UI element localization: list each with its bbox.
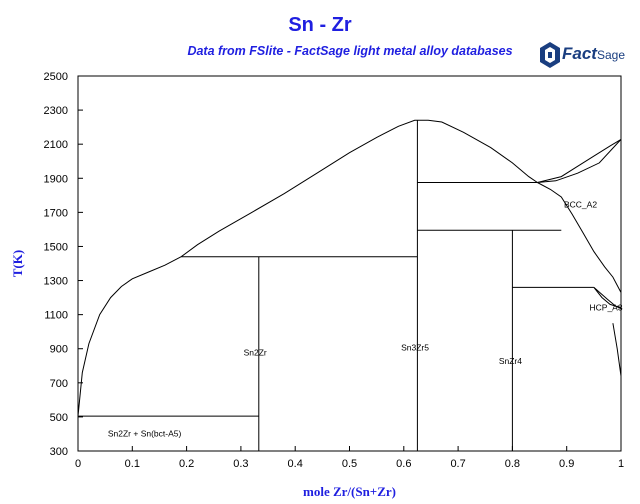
y-tick-label: 2500 [44,71,68,83]
chart-subtitle: Data from FSlite - FactSage light metal … [187,44,513,58]
phase-region-label: BCC_A2 [564,199,597,209]
y-tick-label: 1500 [44,241,68,253]
phase-region-label: Sn2Zr + Sn(bct-A5) [108,429,182,439]
x-tick-label: 0.6 [396,458,411,470]
y-tick-label: 700 [50,378,68,390]
phase-region-label: HCP_A3 [590,302,623,312]
x-tick-label: 0.5 [342,458,357,470]
phase-region-label: Sn2Zr [244,348,267,358]
factsage-emblem-icon [540,42,560,68]
x-tick-label: 0.3 [233,458,248,470]
phase-boundary-line [180,119,538,258]
plot-frame [77,75,622,452]
y-tick-label: 500 [50,412,68,424]
phase-boundary-line [537,138,622,183]
factsage-logo: FactSage [536,38,632,74]
x-axis-title: mole Zr/(Sn+Zr) [303,484,396,499]
x-tick-label: 0.4 [288,458,303,470]
y-tick-label: 2300 [44,105,68,117]
phase-boundary-line [612,323,622,377]
y-tick-label: 2100 [44,139,68,151]
phase-boundary-line [616,305,622,309]
phase-region-label: Sn3Zr5 [401,342,429,352]
x-tick-label: 1 [618,458,624,470]
x-tick-label: 0.1 [125,458,140,470]
y-tick-label: 900 [50,344,68,356]
y-tick-label: 1900 [44,173,68,185]
x-tick-label: 0.9 [559,458,574,470]
phase-boundary-line [593,287,622,310]
phase-boundary-line [537,139,622,183]
factsage-logo-wordmark: FactSage [562,44,625,63]
phase-boundary-line [537,182,622,293]
x-tick-label: 0.2 [179,458,194,470]
chart-title: Sn - Zr [288,14,352,36]
phase-boundary-line [77,256,182,417]
y-tick-label: 1700 [44,207,68,219]
x-tick-label: 0.8 [505,458,520,470]
y-tick-label: 300 [50,446,68,458]
y-axis-title: T(K) [10,250,25,277]
y-tick-label: 1300 [44,276,68,288]
phase-region-label: SnZr4 [499,356,522,366]
x-tick-label: 0 [75,458,81,470]
y-tick-label: 1100 [44,310,68,322]
x-tick-label: 0.7 [450,458,465,470]
